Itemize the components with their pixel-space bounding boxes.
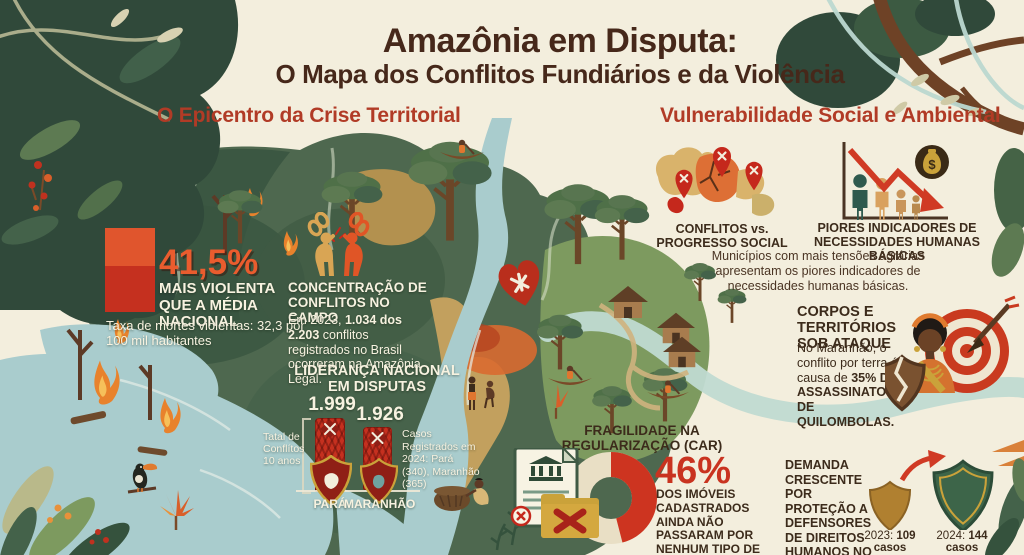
quilombola-target-icon: [885, 295, 1020, 412]
violence-stat-caption: Taxa de mortes violentas: 32,3 por 100 m…: [106, 318, 305, 349]
leadership-side-note: Tatal de Conflítos 10 anos: [263, 431, 305, 468]
dollar-glyph: $: [928, 157, 936, 172]
section-header-right: Vulnerabilidade Social e Ambiental: [660, 104, 1001, 127]
broken-shield-icon: [885, 354, 926, 412]
folder-x-icon: [541, 494, 599, 538]
bracket-line: [302, 418, 311, 494]
section-header-left: O Epicentro da Crise Territorial: [157, 104, 461, 127]
heliconia-icon: [160, 384, 569, 530]
broken-chain-figures-icon: [307, 212, 370, 276]
woman-basket-icon: [434, 478, 489, 511]
forest-corner: [0, 0, 239, 325]
concentration-text-prefix: Em 2023,: [288, 313, 345, 327]
palm-fronds: [984, 440, 1024, 555]
conflict-map-pins-icon: [655, 145, 775, 216]
crossed-swords-icon: [368, 429, 387, 447]
indicators-label: PIORES INDICADORES DE NECESSIDADES HUMAN…: [814, 221, 980, 263]
bar-baseline: [296, 490, 420, 492]
walking-figures: [468, 376, 495, 410]
bodies-text-prefix: No Maranhão, o conflito por terra é caus…: [797, 341, 898, 385]
bar-label-maranhao: MARANHÃO: [344, 497, 416, 511]
page-subtitle: O Mapa dos Conflitos Fundiários e da Vio…: [275, 59, 845, 89]
title-block: Amazônia em Disputa: O Mapa dos Conflito…: [160, 24, 960, 88]
violence-stat-label: MAIS VIOLENTA QUE A MÉDIA NACIONAL: [159, 280, 275, 330]
para-shield-icon: [310, 455, 352, 505]
crossed-swords-icon: [320, 420, 340, 438]
year-2023: 2023:: [864, 530, 894, 542]
broken-heart-icon: [498, 260, 540, 306]
car-text: DOS IMÓVEIS CADASTRADOS AINDA NÃO PASSAR…: [656, 487, 761, 555]
bar-value-para: 1.999: [308, 394, 356, 415]
page-title: Amazônia em Disputa:: [382, 22, 738, 60]
violence-stat-value: 41,5%: [159, 243, 259, 282]
document-x-icon: [510, 448, 599, 538]
bar-value-maranhao: 1.926: [356, 404, 404, 425]
defender-shields-icon: [869, 450, 994, 530]
maranhao-shield-icon: [360, 458, 398, 504]
money-bag-icon: $: [915, 145, 949, 179]
leadership-cases-note: Casos Registrados em 2024: Pará (340), M…: [402, 428, 480, 491]
leadership-title: LIDERANÇA NACIONAL EM DISPUTAS: [294, 363, 460, 395]
concentration-text-suffix: conflitos registrados no Brasil ocorrera…: [288, 327, 421, 386]
defenders-title: DEMANDA CRESCENTE POR PROTEÇÃO A DEFENSO…: [785, 458, 872, 555]
concentration-text: Em 2023, 1.034 dos 2.203 conflitos regis…: [288, 313, 428, 387]
conflicts-vs-label: CONFLITOS vs. PROGRESSO SOCIAL: [656, 222, 788, 250]
defenders-2024-caption: 2024: 144 casos: [926, 530, 998, 554]
cases-2023: 109 casos: [873, 530, 916, 554]
branch-decoration: [776, 0, 1024, 277]
year-2024: 2024:: [936, 530, 966, 542]
concentration-text-bold: 1.034 dos 2.203: [288, 313, 402, 342]
corner-foliage: [0, 466, 130, 555]
car-value: 46%: [655, 450, 732, 492]
red-flowers-icon: [28, 161, 52, 211]
cases-2024: 144 casos: [945, 530, 988, 554]
defenders-2023-caption: 2023: 109 casos: [854, 530, 926, 554]
bodies-title: CORPOS E TERRITÓRIOS SOB ATAQUE: [797, 304, 897, 352]
concentration-title: CONCENTRAÇÃO DE CONFLITOS NO CAMPO: [288, 280, 427, 326]
bar-label-para: PARÁ: [313, 497, 347, 511]
declining-indicators-icon: $: [842, 142, 949, 220]
violence-rate-bar-icon: [105, 228, 155, 312]
right-caption: Municípios com mais tensões agrárias apr…: [711, 249, 925, 293]
car-title: FRAGILIDADE NA REGULARIZAÇÃO (CAR): [561, 423, 723, 454]
village: [598, 286, 701, 411]
toucan-icon: [127, 463, 158, 494]
